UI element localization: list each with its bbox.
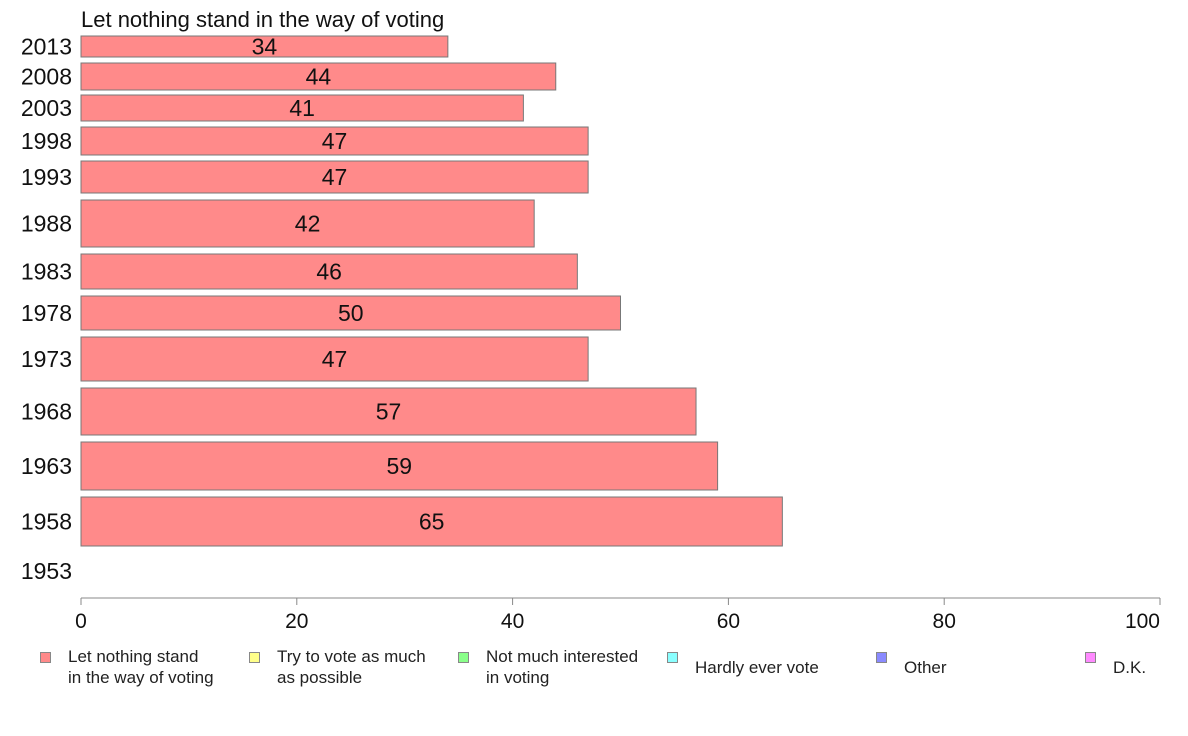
bar bbox=[80, 62, 557, 91]
bar-value-label: 46 bbox=[316, 259, 342, 285]
x-tick-label: 60 bbox=[717, 610, 740, 633]
bar-value-label: 47 bbox=[322, 346, 348, 372]
bar-chart: Let nothing stand in the way of voting 3… bbox=[21, 7, 1161, 633]
bar-value-label: 47 bbox=[322, 128, 348, 154]
x-tick-label: 20 bbox=[285, 610, 308, 633]
legend-item-let-nothing-stand: Let nothing stand in the way of voting bbox=[40, 646, 214, 688]
legend-swatch bbox=[458, 652, 469, 663]
legend-item-dk: D.K. bbox=[1085, 646, 1146, 678]
y-tick-label: 1988 bbox=[21, 211, 72, 237]
bar-value-label: 47 bbox=[322, 164, 348, 190]
y-tick-label: 1983 bbox=[21, 259, 72, 285]
legend-item-not-much-interested: Not much interested in voting bbox=[458, 646, 638, 688]
x-axis: 0 20 40 60 80 100 bbox=[75, 597, 1161, 633]
legend-label: Try to vote as much as possible bbox=[277, 647, 426, 687]
legend-label: Other bbox=[904, 658, 947, 677]
bar bbox=[80, 496, 783, 547]
bar bbox=[80, 441, 719, 491]
y-tick-label: 2003 bbox=[21, 95, 72, 121]
legend-item-other: Other bbox=[876, 646, 947, 678]
bar bbox=[80, 126, 589, 156]
x-tick-label: 100 bbox=[1125, 610, 1160, 633]
bar bbox=[80, 94, 524, 122]
legend-label: D.K. bbox=[1113, 658, 1147, 677]
legend-swatch bbox=[1085, 652, 1096, 663]
y-tick-label: 1953 bbox=[21, 558, 72, 584]
bar-value-label: 44 bbox=[306, 64, 332, 90]
chart-title: Let nothing stand in the way of voting bbox=[81, 7, 444, 32]
legend-swatch bbox=[40, 652, 51, 663]
legend-label: Let nothing stand in the way of voting bbox=[68, 647, 214, 687]
y-tick-label: 1978 bbox=[21, 300, 72, 326]
bar-value-label: 65 bbox=[419, 509, 445, 535]
legend-label: Not much interested in voting bbox=[486, 647, 639, 687]
legend-swatch bbox=[249, 652, 260, 663]
legend-swatch bbox=[876, 652, 887, 663]
legend: Let nothing stand in the way of voting T… bbox=[0, 646, 1188, 706]
y-tick-label: 1998 bbox=[21, 128, 72, 154]
y-tick-label: 2013 bbox=[21, 34, 72, 60]
bar bbox=[80, 295, 621, 331]
legend-item-hardly-ever-vote: Hardly ever vote bbox=[667, 646, 819, 678]
bar-value-label: 57 bbox=[376, 399, 402, 425]
y-tick-label: 1958 bbox=[21, 509, 72, 535]
bar bbox=[80, 160, 589, 194]
y-tick-label: 1968 bbox=[21, 399, 72, 425]
legend-item-try-to-vote: Try to vote as much as possible bbox=[249, 646, 426, 688]
y-tick-label: 2008 bbox=[21, 64, 72, 90]
bar-value-label: 34 bbox=[252, 34, 278, 60]
x-tick-label: 40 bbox=[501, 610, 524, 633]
legend-label: Hardly ever vote bbox=[695, 658, 819, 677]
y-tick-labels: 2013 2008 2003 1998 1993 1988 1983 1978 1973 1968… bbox=[21, 34, 72, 585]
bar bbox=[80, 253, 578, 290]
bar bbox=[80, 336, 589, 382]
legend-swatch bbox=[667, 652, 678, 663]
x-tick-label: 0 bbox=[75, 610, 87, 633]
y-tick-label: 1993 bbox=[21, 164, 72, 190]
x-tick-label: 80 bbox=[933, 610, 956, 633]
bar-value-label: 59 bbox=[387, 453, 413, 479]
y-tick-label: 1973 bbox=[21, 346, 72, 372]
bar bbox=[80, 199, 535, 248]
bar bbox=[80, 387, 697, 436]
bar-value-label: 50 bbox=[338, 300, 364, 326]
bar-value-label: 41 bbox=[289, 95, 315, 121]
y-tick-label: 1963 bbox=[21, 453, 72, 479]
bar bbox=[80, 35, 449, 58]
bar-value-label: 42 bbox=[295, 211, 321, 237]
